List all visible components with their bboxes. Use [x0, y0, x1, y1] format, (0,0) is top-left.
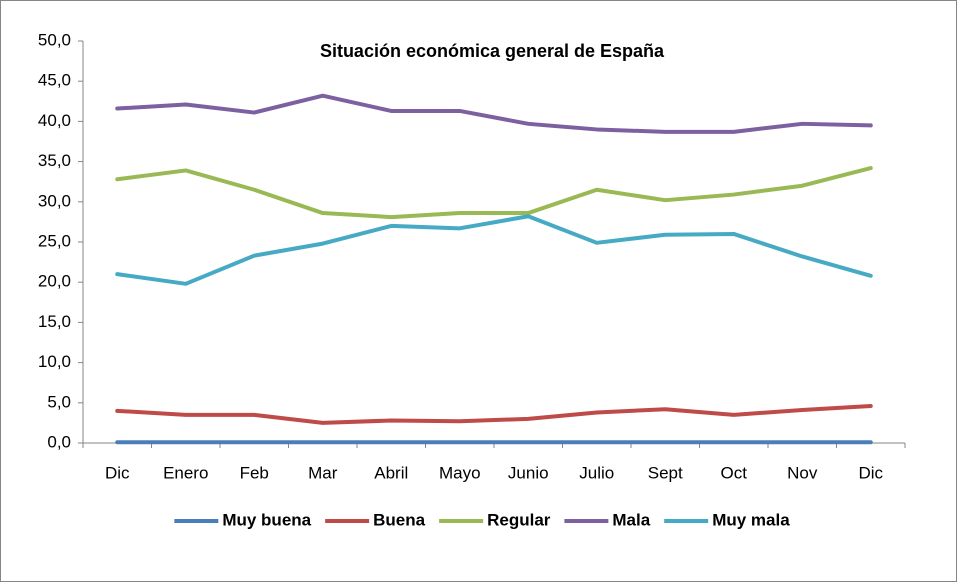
x-tick-label: Sept	[648, 463, 683, 482]
series-line	[115, 214, 873, 286]
x-tick-label: Junio	[508, 463, 549, 482]
y-tick-label: 45,0	[38, 71, 71, 90]
legend-label: Muy buena	[222, 510, 311, 529]
x-tick-label: Julio	[579, 463, 614, 482]
y-tick-label: 40,0	[38, 111, 71, 130]
legend-label: Regular	[487, 510, 551, 529]
x-tick-label: Dic	[858, 463, 883, 482]
series-line	[115, 404, 873, 425]
y-tick-label: 10,0	[38, 352, 71, 371]
x-tick-label: Nov	[787, 463, 818, 482]
x-tick-label: Oct	[721, 463, 748, 482]
y-tick-label: 30,0	[38, 191, 71, 210]
y-tick-label: 20,0	[38, 272, 71, 291]
legend-label: Mala	[612, 510, 650, 529]
legend-label: Muy mala	[712, 510, 790, 529]
series-line	[115, 93, 873, 134]
x-tick-label: Feb	[240, 463, 269, 482]
x-tick-label: Enero	[163, 463, 208, 482]
y-tick-label: 5,0	[47, 392, 71, 411]
y-tick-label: 35,0	[38, 151, 71, 170]
legend-label: Buena	[373, 510, 426, 529]
x-tick-label: Abril	[374, 463, 408, 482]
x-tick-label: Mayo	[439, 463, 481, 482]
y-tick-label: 15,0	[38, 312, 71, 331]
y-tick-label: 50,0	[38, 30, 71, 49]
x-tick-label: Mar	[308, 463, 338, 482]
series-line	[115, 166, 873, 220]
x-tick-label: Dic	[105, 463, 130, 482]
y-tick-label: 25,0	[38, 231, 71, 250]
chart-title: Situación económica general de España	[320, 41, 665, 61]
y-tick-label: 0,0	[47, 432, 71, 451]
